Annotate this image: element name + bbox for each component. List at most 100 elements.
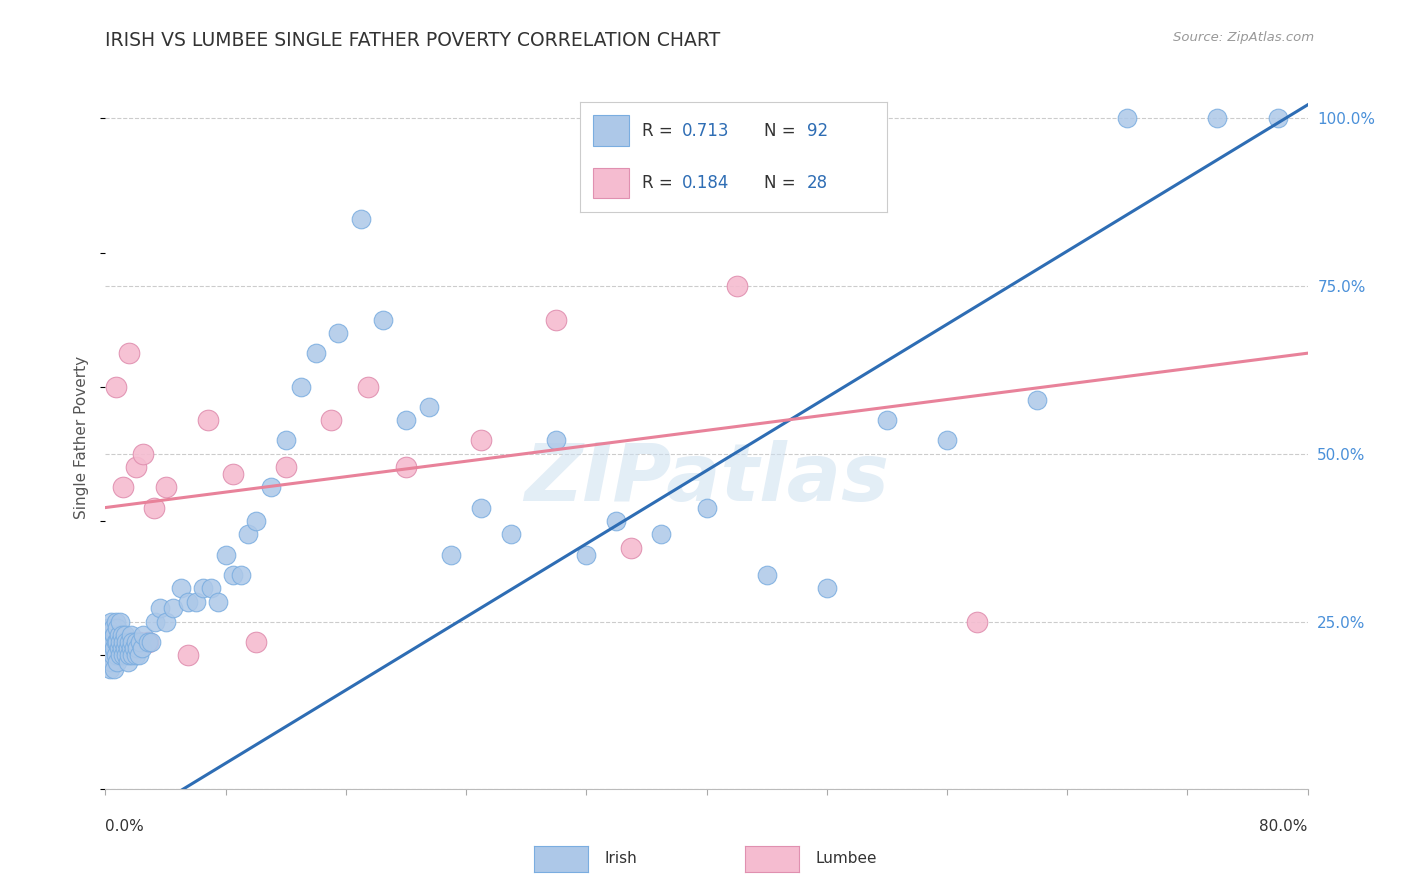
Point bbox=[418, 400, 440, 414]
Point bbox=[155, 480, 177, 494]
Y-axis label: Single Father Poverty: Single Father Poverty bbox=[75, 356, 90, 518]
Point bbox=[115, 648, 138, 663]
Point bbox=[97, 621, 120, 635]
Point bbox=[112, 648, 135, 663]
Point bbox=[755, 567, 778, 582]
Text: Irish: Irish bbox=[605, 852, 637, 866]
Point bbox=[120, 628, 142, 642]
Point bbox=[546, 434, 568, 448]
Point bbox=[128, 634, 150, 648]
Point bbox=[191, 581, 214, 595]
Point bbox=[470, 434, 492, 448]
Point bbox=[357, 380, 380, 394]
Point bbox=[108, 648, 131, 663]
Point bbox=[966, 615, 988, 629]
Point bbox=[118, 346, 141, 360]
Point bbox=[546, 312, 568, 326]
Point bbox=[155, 615, 177, 629]
Point bbox=[142, 500, 165, 515]
Point bbox=[274, 460, 297, 475]
Point bbox=[319, 413, 342, 427]
Point bbox=[162, 601, 184, 615]
Point bbox=[132, 447, 155, 461]
Point bbox=[100, 655, 122, 669]
Point bbox=[620, 541, 643, 555]
Point bbox=[169, 581, 191, 595]
Point bbox=[501, 527, 523, 541]
Text: 0.0%: 0.0% bbox=[105, 820, 145, 834]
Point bbox=[101, 634, 124, 648]
Point bbox=[238, 527, 260, 541]
Text: ZIPatlas: ZIPatlas bbox=[524, 441, 889, 518]
Point bbox=[101, 634, 124, 648]
Text: Source: ZipAtlas.com: Source: ZipAtlas.com bbox=[1174, 31, 1315, 45]
Point bbox=[100, 634, 122, 648]
Point bbox=[260, 480, 283, 494]
Point bbox=[245, 514, 267, 528]
Point bbox=[98, 628, 121, 642]
Point bbox=[118, 634, 141, 648]
Point bbox=[96, 648, 118, 663]
Point bbox=[184, 594, 207, 608]
Point bbox=[110, 615, 132, 629]
Point bbox=[100, 615, 122, 629]
Point bbox=[1116, 112, 1139, 126]
Point bbox=[121, 634, 143, 648]
Point bbox=[136, 634, 159, 648]
Point bbox=[815, 581, 838, 595]
Point bbox=[117, 655, 139, 669]
Point bbox=[115, 634, 138, 648]
Point bbox=[114, 628, 136, 642]
Point bbox=[117, 641, 139, 656]
Point bbox=[110, 634, 132, 648]
Point bbox=[129, 634, 152, 648]
Point bbox=[290, 380, 312, 394]
Point bbox=[128, 648, 150, 663]
Point bbox=[136, 634, 159, 648]
Point bbox=[177, 648, 200, 663]
Point bbox=[650, 527, 672, 541]
Point bbox=[328, 326, 350, 340]
Point bbox=[373, 312, 395, 326]
Point bbox=[120, 641, 142, 656]
Point bbox=[104, 380, 127, 394]
Point bbox=[143, 615, 166, 629]
Point bbox=[350, 211, 373, 226]
Point bbox=[104, 648, 127, 663]
Point bbox=[395, 413, 418, 427]
Point bbox=[104, 634, 127, 648]
Point bbox=[395, 460, 418, 475]
Point bbox=[222, 567, 245, 582]
Point bbox=[222, 467, 245, 481]
Point bbox=[108, 628, 131, 642]
Point bbox=[470, 500, 492, 515]
Point bbox=[107, 655, 129, 669]
Point bbox=[139, 634, 162, 648]
Point bbox=[111, 628, 134, 642]
Point bbox=[101, 621, 124, 635]
Point bbox=[107, 621, 129, 635]
Point bbox=[124, 634, 146, 648]
Point bbox=[936, 434, 959, 448]
Point bbox=[214, 548, 236, 562]
Text: Lumbee: Lumbee bbox=[815, 852, 877, 866]
Point bbox=[1026, 393, 1049, 408]
Point bbox=[104, 615, 127, 629]
Point bbox=[101, 648, 124, 663]
Point bbox=[575, 548, 598, 562]
Point bbox=[124, 648, 146, 663]
Point bbox=[200, 581, 222, 595]
Point bbox=[207, 594, 229, 608]
Point bbox=[107, 634, 129, 648]
Point bbox=[114, 641, 136, 656]
Point bbox=[125, 641, 148, 656]
Point bbox=[118, 648, 141, 663]
Point bbox=[132, 628, 155, 642]
Point bbox=[177, 594, 200, 608]
Point bbox=[108, 641, 131, 656]
Point bbox=[245, 634, 267, 648]
Point bbox=[1267, 112, 1289, 126]
Point bbox=[103, 628, 125, 642]
Point bbox=[115, 634, 138, 648]
Point bbox=[876, 413, 898, 427]
